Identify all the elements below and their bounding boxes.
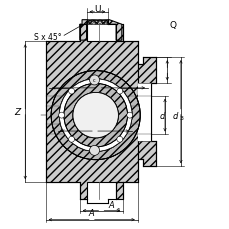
Text: B: B xyxy=(90,78,95,87)
Circle shape xyxy=(116,137,122,143)
Text: A: A xyxy=(84,121,90,130)
Circle shape xyxy=(68,89,74,95)
Polygon shape xyxy=(106,21,121,41)
Polygon shape xyxy=(137,84,151,142)
Circle shape xyxy=(126,113,132,119)
Text: U: U xyxy=(94,5,100,14)
Text: A: A xyxy=(89,208,94,218)
Wedge shape xyxy=(64,84,127,147)
Circle shape xyxy=(51,71,139,160)
Text: c: c xyxy=(93,78,95,83)
Circle shape xyxy=(92,147,98,153)
Text: Z: Z xyxy=(15,108,21,117)
Circle shape xyxy=(89,76,99,86)
Text: 1: 1 xyxy=(98,86,102,91)
Circle shape xyxy=(92,79,98,85)
Circle shape xyxy=(116,89,122,95)
Circle shape xyxy=(59,79,131,152)
Wedge shape xyxy=(51,71,140,160)
Circle shape xyxy=(73,93,118,138)
Polygon shape xyxy=(79,21,87,41)
Text: 3: 3 xyxy=(178,115,182,120)
Polygon shape xyxy=(137,58,155,166)
Text: A: A xyxy=(108,200,113,209)
Text: Q: Q xyxy=(169,21,176,30)
Text: d: d xyxy=(172,111,177,120)
Polygon shape xyxy=(46,25,137,199)
Text: d: d xyxy=(159,111,164,120)
Circle shape xyxy=(68,137,74,143)
Text: S x 45°: S x 45° xyxy=(34,33,62,42)
Circle shape xyxy=(58,113,64,119)
Circle shape xyxy=(89,146,99,156)
Polygon shape xyxy=(86,21,108,25)
Text: 2: 2 xyxy=(93,129,97,134)
Text: 1: 1 xyxy=(116,207,120,213)
